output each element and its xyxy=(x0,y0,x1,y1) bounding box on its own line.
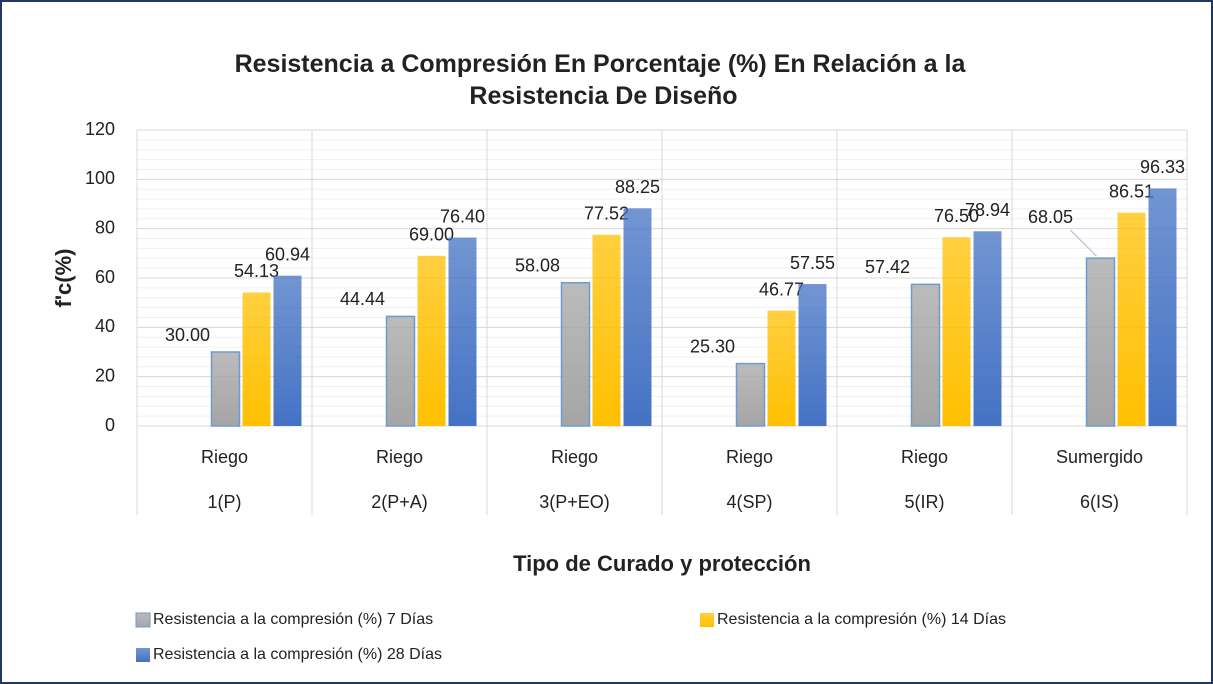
bar xyxy=(210,351,241,427)
y-tick-label: 20 xyxy=(95,365,115,385)
data-label: 58.08 xyxy=(515,255,560,275)
x-group-label: Riego xyxy=(901,447,948,467)
data-label: 78.94 xyxy=(965,200,1010,220)
x-tick-label: 5(IR) xyxy=(905,492,945,512)
data-label: 60.94 xyxy=(265,244,310,264)
data-label: 57.55 xyxy=(790,253,835,273)
bar xyxy=(910,283,941,427)
bar xyxy=(242,292,271,426)
data-label: 46.77 xyxy=(759,279,804,299)
y-tick-label: 120 xyxy=(85,119,115,139)
x-tick-label: 3(P+EO) xyxy=(539,492,610,512)
bar xyxy=(798,284,827,426)
bar xyxy=(560,281,591,427)
bar xyxy=(1085,257,1116,427)
bar xyxy=(973,231,1002,426)
bar xyxy=(735,362,766,427)
bar xyxy=(448,237,477,426)
data-label: 25.30 xyxy=(690,336,735,356)
legend-label: Resistencia a la compresión (%) 28 Días xyxy=(153,646,442,663)
leader-line xyxy=(1070,229,1097,257)
legend-swatch xyxy=(700,613,714,627)
x-axis-title: Tipo de Curado y protección xyxy=(513,551,811,576)
bar xyxy=(767,310,796,426)
y-tick-label: 60 xyxy=(95,267,115,287)
data-label: 96.33 xyxy=(1140,157,1185,177)
y-tick-label: 0 xyxy=(105,415,115,435)
data-label: 77.52 xyxy=(584,204,629,224)
bar xyxy=(1117,212,1146,426)
data-label: 57.42 xyxy=(865,257,910,277)
bar xyxy=(417,255,446,426)
legend-swatch xyxy=(136,648,150,662)
x-group-label: Riego xyxy=(376,447,423,467)
x-tick-label: 1(P) xyxy=(207,492,241,512)
legend-label: Resistencia a la compresión (%) 7 Días xyxy=(153,611,433,628)
y-tick-label: 80 xyxy=(95,217,115,237)
chart-title: Resistencia a Compresión En Porcentaje (… xyxy=(235,50,967,110)
data-label: 88.25 xyxy=(615,177,660,197)
y-axis-title: f'c(%) xyxy=(51,248,76,307)
x-tick-label: 6(IS) xyxy=(1080,492,1119,512)
data-label: 68.05 xyxy=(1028,207,1073,227)
data-label: 44.44 xyxy=(340,289,385,309)
bar xyxy=(1148,188,1177,426)
data-label: 30.00 xyxy=(165,325,210,345)
x-group-label: Riego xyxy=(726,447,773,467)
x-group-label: Riego xyxy=(551,447,598,467)
bar xyxy=(385,315,416,427)
legend-swatch xyxy=(135,612,151,628)
y-tick-label: 100 xyxy=(85,168,115,188)
bar xyxy=(623,208,652,426)
x-tick-label: 4(SP) xyxy=(726,492,772,512)
data-label: 54.13 xyxy=(234,261,279,281)
bar xyxy=(273,275,302,426)
bar xyxy=(592,234,621,426)
data-label: 76.50 xyxy=(934,206,979,226)
x-tick-label: 2(P+A) xyxy=(371,492,428,512)
x-group-label: Riego xyxy=(201,447,248,467)
data-label: 86.51 xyxy=(1109,181,1154,201)
bar xyxy=(942,237,971,426)
legend-label: Resistencia a la compresión (%) 14 Días xyxy=(717,611,1006,628)
data-label: 76.40 xyxy=(440,206,485,226)
y-tick-label: 40 xyxy=(95,316,115,336)
x-group-label: Sumergido xyxy=(1056,447,1143,467)
data-label: 69.00 xyxy=(409,225,454,245)
